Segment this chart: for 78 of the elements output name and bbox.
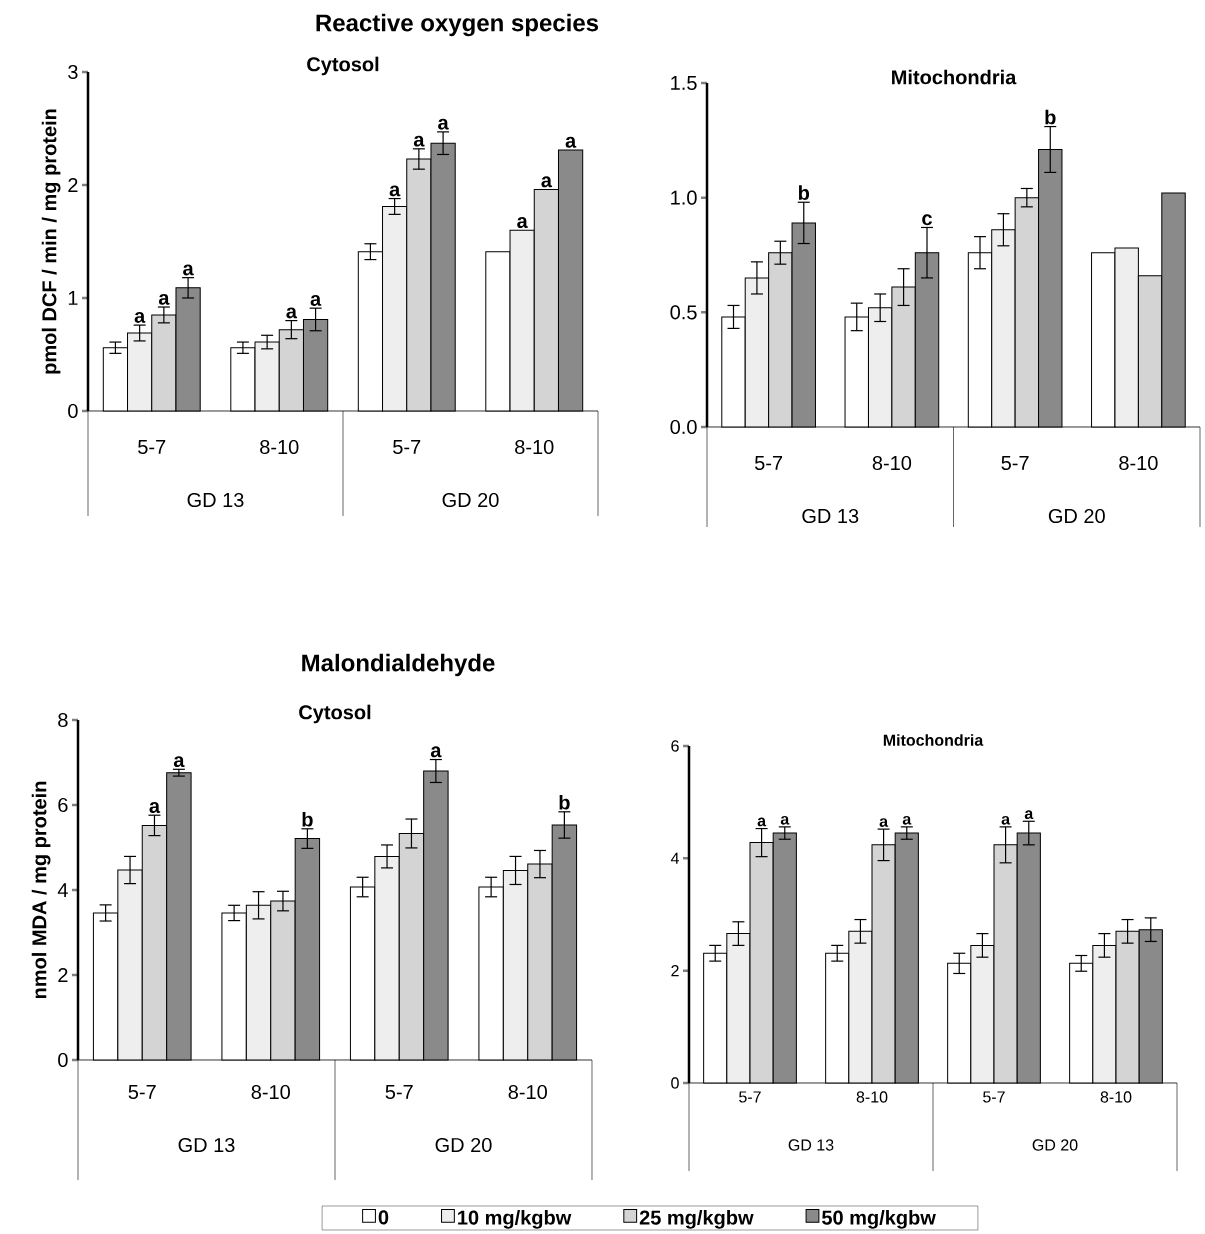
y-tick-label: 0.0 bbox=[670, 419, 697, 435]
data-label: b bbox=[1045, 109, 1056, 125]
text: GD 13 bbox=[178, 1137, 235, 1153]
data-label: a bbox=[158, 293, 170, 305]
legend-label: 25 mg/kgbw bbox=[639, 1210, 754, 1229]
x-tick-label: 5-7 bbox=[739, 1091, 761, 1103]
y-tick-label: 4 bbox=[57, 883, 68, 897]
x-tick-label: 8-10 bbox=[872, 455, 912, 471]
y-tick-label: 0 bbox=[58, 1052, 68, 1068]
data-label: a bbox=[757, 817, 767, 827]
data-label: a bbox=[413, 135, 425, 147]
data-label: a bbox=[780, 815, 790, 825]
legend-label: 50 mg/kgbw bbox=[822, 1210, 936, 1229]
data-label: a bbox=[517, 217, 528, 228]
x-tick-label: 5-7 bbox=[393, 440, 421, 454]
y-tick-label: 6 bbox=[58, 797, 68, 813]
chart-title: Cytosol bbox=[307, 56, 379, 76]
data-label: a bbox=[902, 815, 912, 825]
y-axis-title: pmol DCF / min / mg protein bbox=[41, 109, 61, 374]
y-tick-label: 6 bbox=[671, 740, 679, 752]
x-tick-label: 5-7 bbox=[138, 440, 166, 454]
y-tick-label: 3 bbox=[68, 64, 78, 80]
y-tick-label: 0 bbox=[671, 1077, 679, 1089]
x-tick-label: 8-10 bbox=[856, 1091, 888, 1103]
y-tick-label: 2 bbox=[58, 968, 68, 982]
y-tick-label: 1.5 bbox=[671, 76, 697, 90]
data-label: a bbox=[541, 176, 553, 188]
x-tick-label: 8-10 bbox=[508, 1084, 547, 1100]
text: GD 20 bbox=[442, 492, 499, 508]
data-label: a bbox=[430, 746, 442, 758]
chart-title: Cytosol bbox=[299, 704, 371, 724]
text: Reactive oxygen species bbox=[316, 13, 599, 37]
chart-title: Mitochondria bbox=[883, 734, 984, 746]
legend-label: 10 mg/kgbw bbox=[458, 1210, 572, 1229]
data-label: b bbox=[559, 794, 570, 810]
data-label: a bbox=[1024, 810, 1034, 820]
y-tick-label: 1.0 bbox=[671, 190, 697, 205]
y-tick-label: 8 bbox=[58, 712, 68, 728]
data-label: c bbox=[922, 214, 932, 226]
x-tick-label: 5-7 bbox=[128, 1085, 156, 1099]
data-label: a bbox=[565, 136, 577, 148]
y-axis-title: nmol MDA / mg protein bbox=[31, 781, 51, 999]
text: GD 20 bbox=[1032, 1139, 1078, 1151]
text: GD 13 bbox=[187, 492, 244, 508]
y-tick-label: 0 bbox=[68, 403, 78, 419]
text: GD 20 bbox=[1048, 508, 1105, 524]
data-label: a bbox=[389, 185, 401, 197]
x-tick-label: 5-7 bbox=[983, 1091, 1005, 1103]
x-tick-label: 8-10 bbox=[1100, 1091, 1132, 1103]
text: GD 13 bbox=[802, 508, 859, 524]
data-label: a bbox=[879, 818, 889, 827]
x-tick-label: 8-10 bbox=[515, 439, 554, 455]
data-label: a bbox=[134, 311, 146, 323]
data-label: a bbox=[438, 118, 449, 130]
x-tick-label: 8-10 bbox=[251, 1084, 290, 1100]
y-tick-label: 0.5 bbox=[670, 305, 697, 320]
y-tick-label: 4 bbox=[670, 852, 679, 864]
chart-title: Mitochondria bbox=[892, 69, 1017, 85]
text: GD 20 bbox=[435, 1137, 492, 1153]
data-label: b bbox=[798, 185, 810, 201]
x-tick-label: 5-7 bbox=[385, 1085, 413, 1099]
y-tick-label: 1 bbox=[68, 291, 78, 305]
text: Malondialdehyde bbox=[302, 653, 495, 677]
x-tick-label: 8-10 bbox=[1119, 455, 1158, 471]
y-tick-label: 2 bbox=[671, 965, 679, 977]
y-tick-label: 2 bbox=[68, 178, 78, 192]
data-label: a bbox=[286, 307, 298, 319]
x-tick-label: 8-10 bbox=[260, 439, 299, 455]
data-label: a bbox=[149, 802, 161, 813]
x-tick-label: 5-7 bbox=[754, 456, 783, 470]
data-label: a bbox=[310, 295, 322, 306]
data-label: a bbox=[173, 756, 185, 768]
data-label: b bbox=[302, 811, 313, 827]
text: GD 13 bbox=[788, 1139, 834, 1151]
legend-label: 0 bbox=[378, 1210, 389, 1225]
data-label: a bbox=[183, 264, 194, 276]
data-label: a bbox=[1001, 815, 1011, 825]
x-tick-label: 5-7 bbox=[1001, 456, 1029, 470]
